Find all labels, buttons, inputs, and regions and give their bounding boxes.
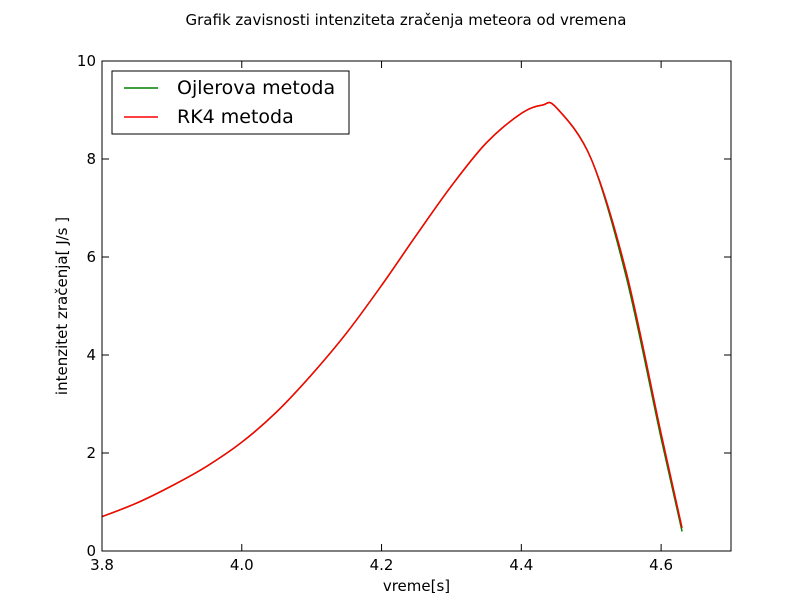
legend-box <box>111 70 350 135</box>
chart-title: Grafik zavisnosti intenziteta zračenja m… <box>186 11 627 29</box>
y-tick-label: 2 <box>86 444 96 462</box>
y-tick-label: 10 <box>77 52 96 70</box>
plot-area <box>102 61 731 551</box>
x-tick-label: 4.0 <box>230 556 254 574</box>
series-layer <box>101 101 683 532</box>
plot-frame <box>101 60 732 552</box>
x-axis-label: vreme[s] <box>383 577 450 595</box>
series-line-rk4 <box>101 101 683 529</box>
y-axis-label: intenzitet zračenja[ J/s ] <box>53 217 71 395</box>
y-tick-label: 6 <box>86 248 96 266</box>
legend: Ojlerova metoda RK4 metoda <box>111 70 350 135</box>
y-tick-label: 0 <box>86 542 96 560</box>
x-tick-label: 4.4 <box>509 556 533 574</box>
x-tick-label: 4.2 <box>370 556 394 574</box>
legend-label-ojlerova: Ojlerova metoda <box>177 77 335 99</box>
y-tick-label: 8 <box>86 150 96 168</box>
x-tick-label: 4.6 <box>649 556 673 574</box>
legend-label-rk4: RK4 metoda <box>177 106 294 128</box>
tick-layer: 3.8 4.0 4.2 4.4 4.6 0 2 4 6 8 10 <box>77 52 731 574</box>
y-tick-label: 4 <box>86 346 96 364</box>
x-tick-label: 3.8 <box>90 556 114 574</box>
